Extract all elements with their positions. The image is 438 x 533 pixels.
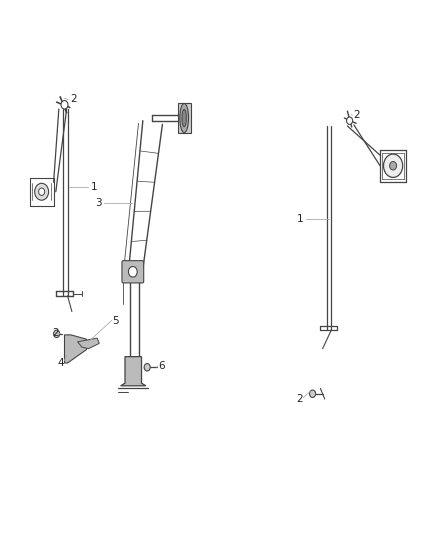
FancyBboxPatch shape	[122, 261, 144, 283]
Circle shape	[53, 330, 60, 337]
Text: 5: 5	[113, 316, 119, 326]
Ellipse shape	[180, 103, 188, 133]
Circle shape	[390, 161, 396, 170]
Text: 4: 4	[57, 358, 64, 368]
Ellipse shape	[182, 109, 186, 127]
Text: 2: 2	[70, 94, 77, 104]
Circle shape	[61, 101, 68, 109]
Bar	[178, 103, 191, 133]
Polygon shape	[78, 338, 99, 349]
Circle shape	[346, 117, 353, 124]
Text: 3: 3	[95, 198, 102, 208]
Text: 1: 1	[91, 182, 97, 192]
Text: 2: 2	[353, 110, 360, 120]
Circle shape	[144, 364, 150, 371]
Circle shape	[39, 188, 45, 196]
Text: 2: 2	[52, 328, 59, 338]
Circle shape	[128, 266, 137, 277]
Text: 2: 2	[297, 394, 303, 404]
Circle shape	[35, 183, 49, 200]
Polygon shape	[64, 335, 88, 363]
Circle shape	[310, 390, 316, 398]
Text: 1: 1	[297, 214, 304, 224]
Text: 6: 6	[158, 361, 165, 371]
Circle shape	[384, 154, 403, 177]
Polygon shape	[120, 357, 146, 386]
